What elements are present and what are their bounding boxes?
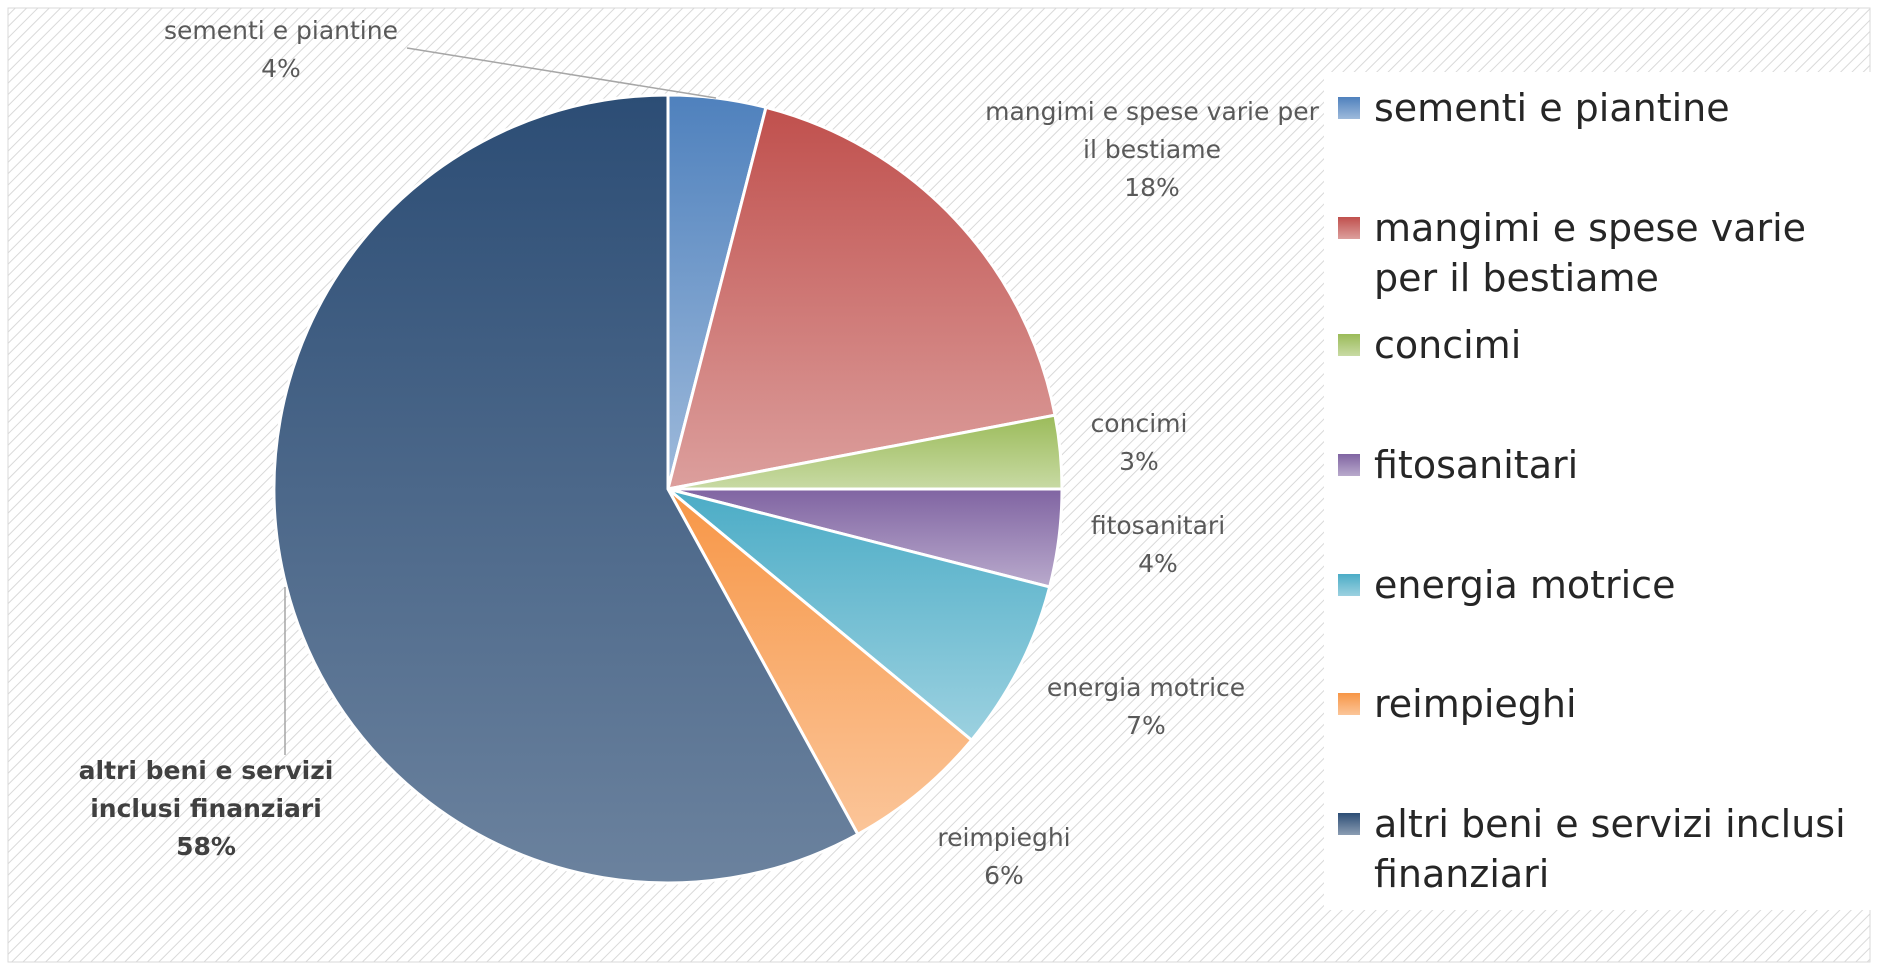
legend-swatch [1338,813,1360,835]
data-label-value: 4% [261,54,301,83]
data-label-name: sementi e piantine [164,16,398,45]
data-label-name: reimpieghi [937,823,1071,852]
legend-item: fitosanitari [1338,440,1858,490]
data-label-name: energia motrice [1046,673,1246,702]
data-label-value: 58% [176,832,236,861]
leader-line [406,47,717,99]
pie-slice [665,105,1057,491]
legend-label: sementi e piantine [1374,86,1730,130]
pie-slice [667,487,1052,743]
data-label-value: 18% [1124,173,1180,202]
legend-swatch [1338,693,1360,715]
pie-slice [272,93,860,885]
data-label-value: 4% [1138,549,1178,578]
data-label-name: concimi [1090,409,1188,438]
legend-swatch [1338,97,1360,119]
data-label-name: altri beni e servizi inclusi finanziari [78,756,334,823]
data-label-name: fitosanitari [1090,511,1226,540]
data-label: energia motrice 7% [1021,669,1271,745]
data-label: mangimi e spese varie per il bestiame 18% [980,93,1325,207]
data-label-value: 6% [984,861,1024,890]
legend-item: sementi e piantine [1338,83,1858,133]
legend-label: fitosanitari [1374,443,1579,487]
data-label-name: mangimi e spese varie per il bestiame [985,97,1319,164]
legend-label: reimpieghi [1374,682,1577,726]
legend-swatch [1338,334,1360,356]
legend-item: mangimi e spese varie per il bestiame [1338,203,1858,303]
data-label: altri beni e servizi inclusi finanziari 5… [34,752,379,866]
legend-item: energia motrice [1338,560,1858,610]
legend-item: concimi [1338,320,1858,370]
data-label: concimi 3% [1039,405,1239,481]
legend-swatch [1338,454,1360,476]
legend-label: altri beni e servizi inclusi finanziari [1374,802,1846,896]
legend-swatch [1338,574,1360,596]
pie-slice [666,487,974,837]
legend-label: energia motrice [1374,563,1676,607]
data-label: sementi e piantine 4% [81,12,481,88]
data-label: reimpieghi 6% [904,819,1104,895]
data-label-value: 7% [1126,711,1166,740]
legend-label: concimi [1374,323,1522,367]
pie [272,93,1064,885]
legend: sementi e piantine mangimi e spese varie … [1324,72,1878,910]
data-label: fitosanitari 4% [1058,507,1258,583]
legend-label: mangimi e spese varie per il bestiame [1374,206,1807,300]
legend-item: reimpieghi [1338,679,1858,729]
legend-swatch [1338,217,1360,239]
legend-item: altri beni e servizi inclusi finanziari [1338,799,1858,899]
data-label-value: 3% [1119,447,1159,476]
